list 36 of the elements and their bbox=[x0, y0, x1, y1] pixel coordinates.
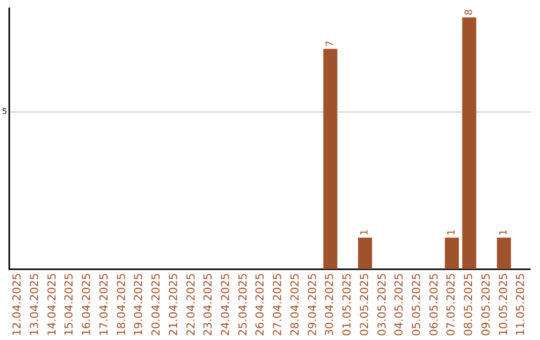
x-tick-label: 05.05.2025 bbox=[410, 273, 423, 336]
x-tick-label: 16.04.2025 bbox=[80, 273, 94, 336]
x-tick-label: 14.04.2025 bbox=[45, 273, 58, 336]
data-label: 7 bbox=[324, 40, 336, 47]
data-label: 1 bbox=[446, 229, 458, 236]
x-tick-label: 11.05.2025 bbox=[514, 273, 528, 336]
x-tick-label: 02.05.2025 bbox=[358, 273, 371, 336]
x-tick-label: 22.04.2025 bbox=[184, 273, 198, 336]
x-tick-label: 26.04.2025 bbox=[254, 273, 267, 336]
x-tick-label: 13.04.2025 bbox=[28, 273, 41, 336]
x-tick-label: 12.04.2025 bbox=[10, 273, 24, 336]
data-label: 1 bbox=[360, 229, 371, 236]
x-tick-label: 29.04.2025 bbox=[306, 273, 319, 336]
x-tick-label: 17.04.2025 bbox=[97, 273, 110, 336]
x-tick-label: 25.04.2025 bbox=[236, 273, 250, 336]
x-tick-label: 15.04.2025 bbox=[62, 273, 76, 336]
x-tick-label: 06.05.2025 bbox=[427, 273, 440, 336]
x-tick-label: 20.04.2025 bbox=[150, 273, 163, 336]
x-tick-label: 24.04.2025 bbox=[218, 273, 232, 336]
x-tick-label: 08.05.2025 bbox=[462, 273, 476, 336]
x-tick-label: 09.05.2025 bbox=[479, 273, 492, 336]
x-tick-label: 21.04.2025 bbox=[166, 273, 180, 336]
x-tick-label: 30.04.2025 bbox=[323, 273, 336, 336]
x-tick-label: 27.04.2025 bbox=[271, 273, 284, 336]
x-tick-label: 04.05.2025 bbox=[392, 273, 406, 336]
x-tick-label: 18.04.2025 bbox=[114, 273, 128, 336]
x-tick-label: 03.05.2025 bbox=[375, 273, 388, 336]
x-tick-label: 23.04.2025 bbox=[202, 273, 215, 336]
x-tick-label: 07.05.2025 bbox=[444, 273, 458, 336]
x-tick-label: 19.04.2025 bbox=[132, 273, 146, 336]
x-tick-label: 28.04.2025 bbox=[288, 273, 302, 336]
x-tick-label: 01.05.2025 bbox=[340, 273, 354, 336]
y-tick-label: 5 bbox=[2, 106, 8, 116]
data-label: 1 bbox=[498, 229, 510, 236]
x-tick-label: 10.05.2025 bbox=[496, 273, 510, 336]
data-label: 8 bbox=[464, 9, 475, 16]
